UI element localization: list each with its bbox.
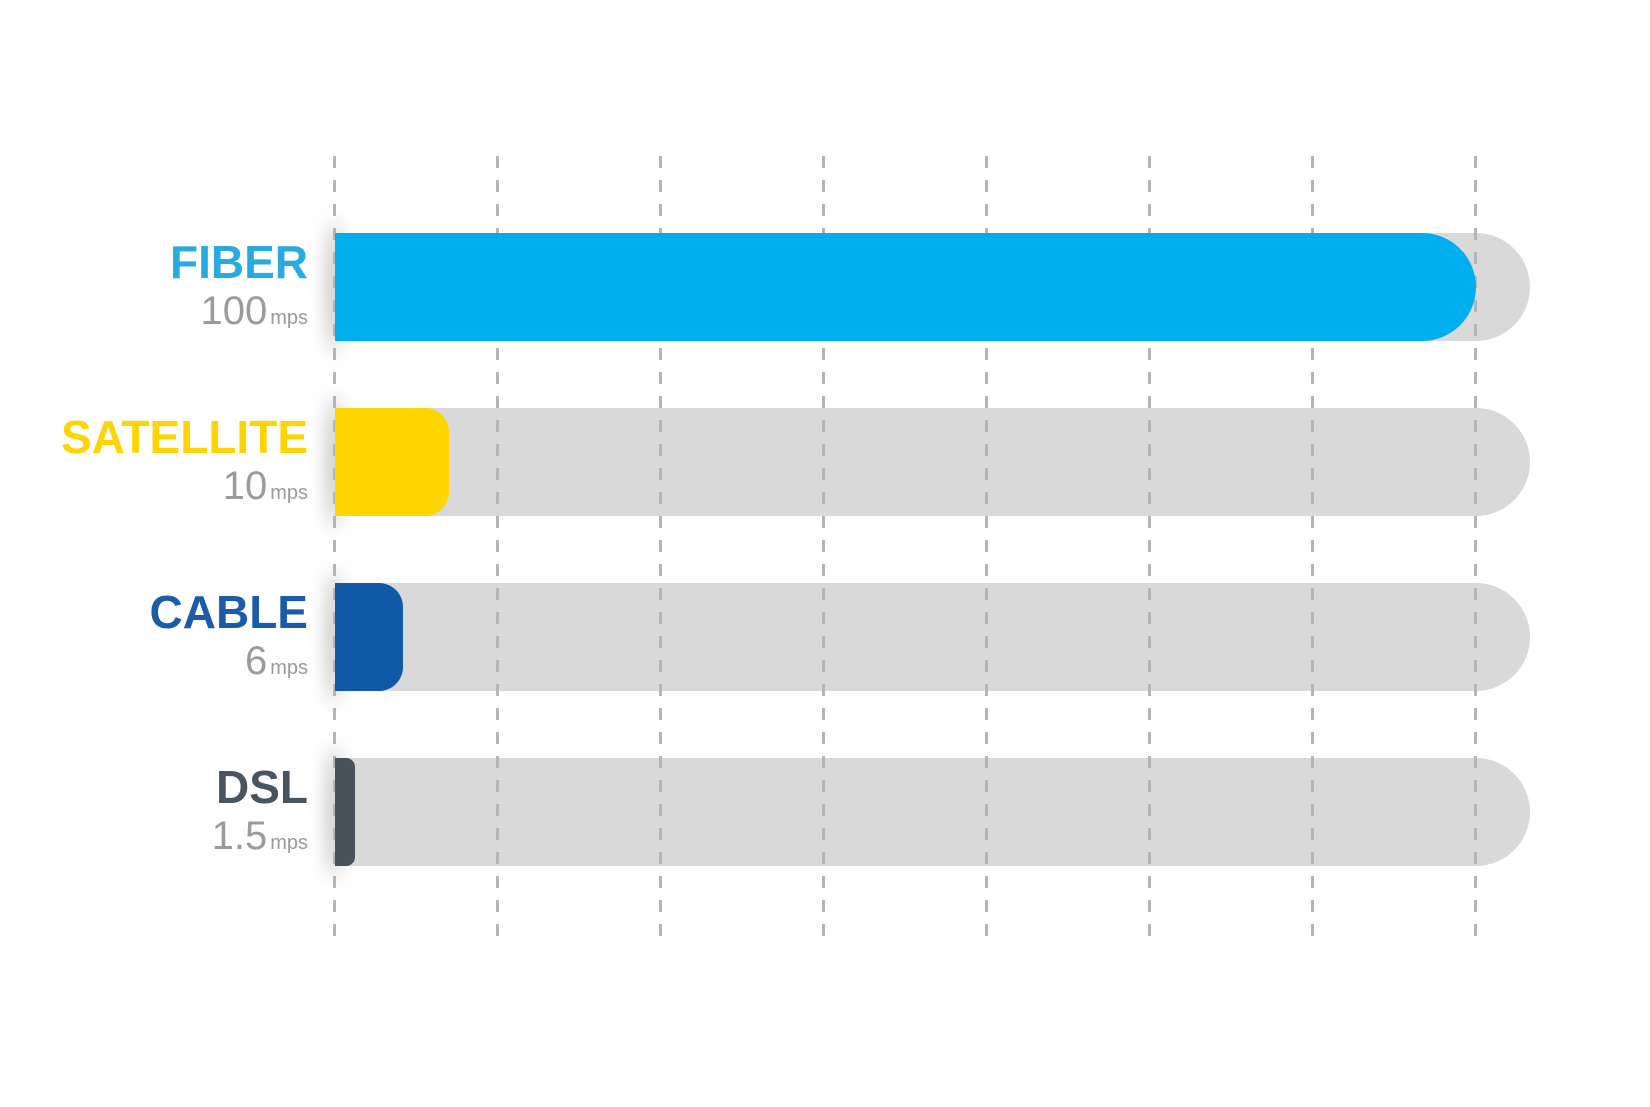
- bar-value-unit: mps: [270, 657, 308, 679]
- bar-label-block: SATELLITE 10 mps: [0, 411, 308, 506]
- bar-track: [335, 758, 1530, 866]
- bar-track: [335, 583, 1530, 691]
- gridline: [985, 156, 988, 943]
- gridline: [1311, 156, 1314, 943]
- bar-value-unit: mps: [270, 832, 308, 854]
- bar-label-block: FIBER 100 mps: [0, 236, 308, 331]
- bar-value: 1.5 mps: [0, 816, 308, 856]
- bar-value-number: 1.5: [211, 814, 268, 858]
- bar-fill: [335, 758, 355, 866]
- gridline: [496, 156, 499, 943]
- bar-fill: [335, 583, 403, 691]
- gridline: [1148, 156, 1151, 943]
- bar-category-label: DSL: [216, 761, 308, 813]
- bar-category-label: CABLE: [149, 586, 308, 638]
- bar-fill: [335, 233, 1476, 341]
- bar-row: CABLE 6 mps: [0, 571, 1650, 703]
- bar-category-label: SATELLITE: [60, 411, 308, 463]
- bar-track: [335, 408, 1530, 516]
- bar-label-block: DSL 1.5 mps: [0, 761, 308, 856]
- gridline: [333, 156, 336, 943]
- bar-row: FIBER 100 mps: [0, 221, 1650, 353]
- bar-value: 10 mps: [0, 466, 308, 506]
- bar-label-block: CABLE 6 mps: [0, 586, 308, 681]
- bar-value-number: 6: [244, 639, 268, 683]
- bar-value-unit: mps: [270, 482, 308, 504]
- bar-category-label: FIBER: [170, 236, 308, 288]
- bar-value: 100 mps: [0, 291, 308, 331]
- gridline: [1474, 156, 1477, 943]
- bar-value-number: 100: [200, 289, 268, 333]
- gridline: [822, 156, 825, 943]
- bar-fill: [335, 408, 449, 516]
- bar-row: SATELLITE 10 mps: [0, 396, 1650, 528]
- bar-row: DSL 1.5 mps: [0, 746, 1650, 878]
- bar-value-unit: mps: [270, 307, 308, 329]
- bar-value: 6 mps: [0, 641, 308, 681]
- gridline: [659, 156, 662, 943]
- bar-track: [335, 233, 1530, 341]
- bar-value-number: 10: [222, 464, 268, 508]
